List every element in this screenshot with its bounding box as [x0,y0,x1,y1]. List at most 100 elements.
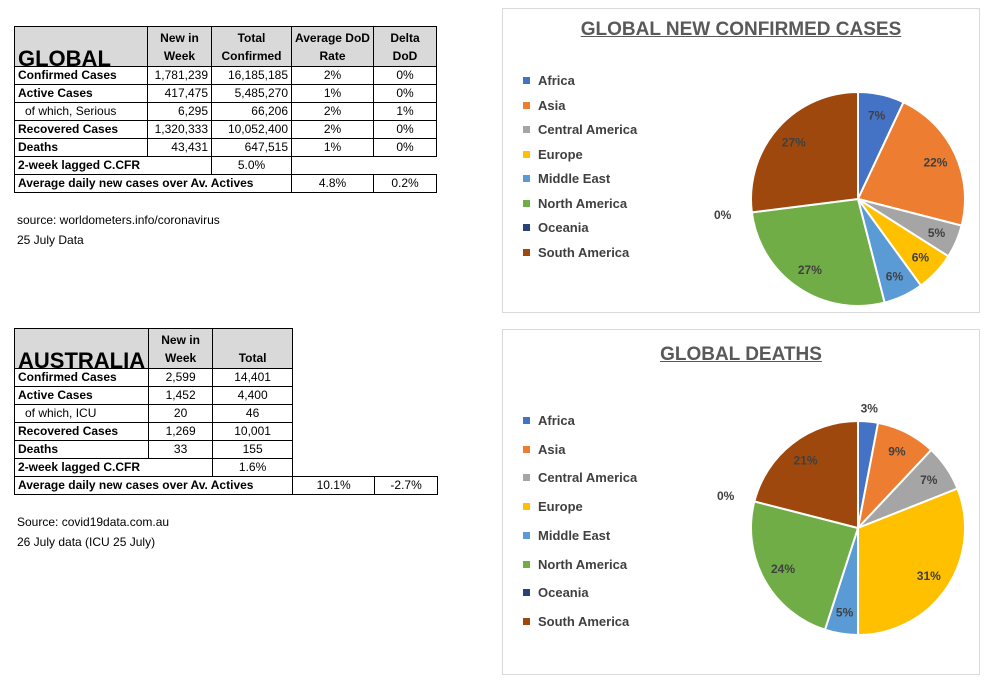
global-header-delta-dod: Delta DoD [373,26,437,67]
data-label: 24% [771,562,795,576]
legend-item: Asia [523,98,565,113]
row-label: Recovered Cases [13,422,150,441]
row-label: of which, Serious [14,102,148,121]
australia-source: Source: covid19data.com.au [17,515,170,529]
table-row: Confirmed Cases 1,781,239 16,185,185 2% … [14,66,437,85]
legend-item: Europe [523,499,583,514]
chart-title: GLOBAL DEATHS [660,344,822,365]
table-cell: 4,400 [212,386,294,405]
table-row: Confirmed Cases 2,599 14,401 [13,368,438,387]
table-cell: 66,206 [211,102,292,121]
empty-cell [293,459,438,477]
table-row: of which, ICU 20 46 [13,404,438,423]
legend-item: Oceania [523,585,589,600]
table-cell: 6,295 [147,102,212,121]
cfr-row: 2-week lagged C.CFR 1.6% [13,458,438,477]
table-cell: 10,001 [212,422,294,441]
table-cell: 2% [291,66,374,85]
empty-cell [293,369,438,387]
data-label: 6% [886,269,904,283]
legend-swatch [523,474,530,482]
global-title: GLOBAL [14,26,148,70]
data-label: 21% [794,453,818,467]
legend-swatch [523,199,530,207]
table-row: Deaths 43,431 647,515 1% 0% [14,138,437,157]
avg-row: Average daily new cases over Av. Actives… [13,476,439,495]
pie-slice-south-america [750,90,859,214]
empty-cell [293,423,438,441]
australia-title: AUSTRALIA [13,328,150,372]
legend-label: Europe [538,146,583,162]
australia-header-new-in-week: New in Week [148,328,214,369]
legend-swatch [523,224,530,232]
legend-swatch [523,531,530,539]
legend-label: Oceania [538,585,589,601]
legend-item: South America [523,245,629,260]
legend-swatch [523,445,530,453]
legend-swatch [523,589,530,597]
legend-swatch [523,175,530,183]
chart-global-new-confirmed: GLOBAL NEW CONFIRMED CASES Africa Asia Cen… [502,8,980,313]
legend-item: Asia [523,442,565,457]
global-date-note: 25 July Data [17,233,84,247]
australia-header-total: Total [212,328,294,369]
empty-cell [293,329,438,369]
row-label: Recovered Cases [14,120,148,139]
global-table: GLOBAL New in Week Total Confirmed Avera… [14,26,437,193]
pie-chart: 3% 9% 7% 31% 5% 24% 0% 21% [717,402,966,637]
data-label: 27% [798,263,822,277]
table-cell: 10,052,400 [211,120,292,139]
legend-label: Central America [538,122,638,137]
data-label: 31% [917,569,941,583]
avg-value: 10.1% [292,476,376,495]
row-label: Deaths [14,138,148,157]
legend-item: North America [523,557,627,572]
empty-cell [293,405,438,423]
table-cell: 647,515 [211,138,292,157]
legend-swatch [523,150,530,158]
table-row: Active Cases 417,475 5,485,270 1% 0% [14,84,437,103]
legend-label: North America [538,556,628,572]
pie-slice-north-america [750,500,860,632]
pie-slice-south-america [753,419,859,530]
legend-label: Asia [538,441,566,457]
global-header-row: GLOBAL New in Week Total Confirmed Avera… [14,26,437,70]
row-label: Active Cases [14,84,148,103]
table-cell: 1,320,333 [147,120,212,139]
table-cell: 2,599 [148,368,214,387]
legend-swatch [523,248,530,256]
legend-label: Middle East [538,527,611,543]
data-label: 9% [888,445,906,459]
cfr-label: 2-week lagged C.CFR [13,458,214,477]
legend-label: Asia [538,97,566,113]
table-cell: 43,431 [147,138,212,157]
table-cell: 2% [291,102,374,121]
pie-slice-north-america [750,197,886,307]
table-cell: 1% [291,84,374,103]
legend-item: Middle East [523,171,610,186]
row-label: Active Cases [13,386,150,405]
data-label: 7% [868,108,886,122]
empty-cell [293,387,438,405]
table-cell: 1,452 [148,386,214,405]
pie-slice-asia [856,100,966,227]
avg-delta: 0.2% [373,174,437,193]
table-cell: 0% [373,138,437,157]
legend-label: Africa [538,73,575,88]
data-label: 3% [861,402,879,416]
australia-date-note: 26 July data (ICU 25 July) [17,535,156,549]
table-row: Recovered Cases 1,320,333 10,052,400 2% … [14,120,437,139]
avg-value: 4.8% [291,174,374,193]
avg-delta: -2.7% [374,476,439,495]
legend-swatch [523,560,530,568]
pie-chart: 7% 22% 5% 6% 6% 27% 0% 27% [714,90,966,307]
table-cell: 1,269 [148,422,214,441]
legend-label: South America [538,613,630,629]
australia-table: AUSTRALIA New in Week Total Confirmed Ca… [13,328,439,495]
table-cell: 33 [148,440,214,459]
table-cell: 20 [148,404,214,423]
chart-global-deaths: GLOBAL DEATHS Africa Asia Central America E… [502,329,980,675]
table-row: Deaths 33 155 [13,440,438,459]
global-header-total-confirmed: Total Confirmed [211,26,292,67]
data-label: 0% [717,489,735,503]
